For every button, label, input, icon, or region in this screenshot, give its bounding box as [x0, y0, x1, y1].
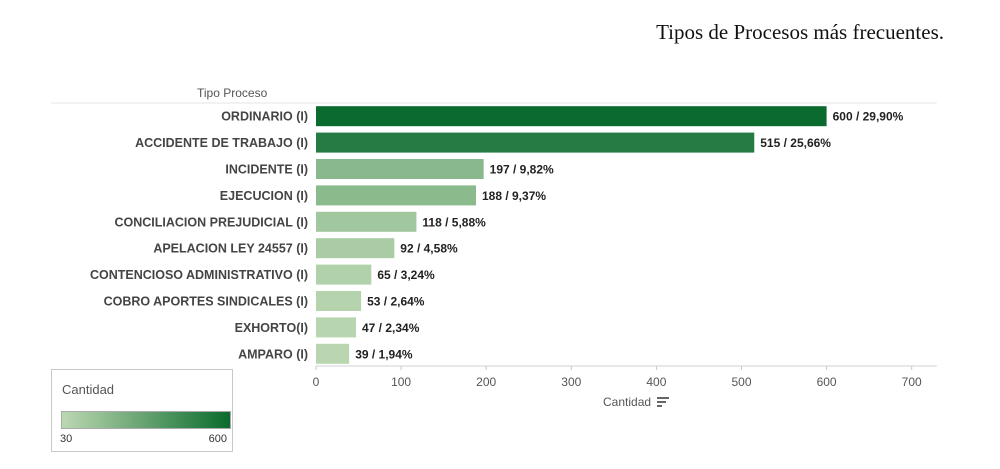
bar: [316, 238, 395, 259]
data-label: 47 / 2,34%: [362, 321, 420, 335]
bar: [316, 343, 350, 364]
data-label: 92 / 4,58%: [400, 242, 458, 256]
bar: [316, 106, 827, 127]
legend-max-label: 600: [208, 433, 227, 445]
legend-title: Cantidad: [62, 382, 115, 397]
data-label: 65 / 3,24%: [377, 268, 435, 282]
category-label: COBRO APORTES SINDICALES (I): [104, 295, 308, 309]
legend-min-label: 30: [60, 433, 73, 445]
data-label: 600 / 29,90%: [833, 110, 904, 124]
category-label: CONTENCIOSO ADMINISTRATIVO (I): [90, 268, 308, 282]
y-axis-header: Tipo Proceso: [197, 86, 268, 100]
x-tick-label: 300: [561, 375, 581, 389]
x-tick-label: 700: [902, 375, 922, 389]
category-label: CONCILIACION PREJUDICIAL (I): [114, 215, 308, 229]
data-label: 188 / 9,37%: [482, 189, 546, 203]
category-label: EXHORTO(I): [235, 321, 308, 335]
data-label: 515 / 25,66%: [760, 136, 831, 150]
data-label: 118 / 5,88%: [422, 215, 486, 229]
data-label: 53 / 2,64%: [367, 295, 425, 309]
x-axis-label: Cantidad: [603, 395, 652, 409]
category-label: ORDINARIO (I): [221, 110, 308, 124]
x-axis-title: Cantidad: [603, 395, 670, 409]
legend-gradient-bar: [61, 411, 231, 429]
x-tick-label: 600: [817, 375, 837, 389]
color-legend: Cantidad 30 600: [51, 369, 233, 452]
x-tick-label: 0: [313, 375, 320, 389]
category-label: ACCIDENTE DE TRABAJO (I): [135, 136, 308, 150]
sort-icon[interactable]: [657, 397, 670, 407]
data-label: 39 / 1,94%: [355, 347, 413, 361]
category-label: EJECUCION (I): [220, 189, 308, 203]
bar: [316, 264, 372, 285]
category-label: INCIDENTE (I): [225, 163, 308, 177]
bar: [316, 159, 484, 179]
bar: [316, 211, 417, 232]
bar: [316, 132, 755, 153]
x-tick-label: 200: [476, 375, 496, 389]
x-tick-label: 100: [391, 375, 411, 389]
bar: [316, 291, 362, 311]
bar: [316, 185, 476, 206]
x-tick-label: 500: [731, 375, 751, 389]
category-label: APELACION LEY 24557 (I): [153, 242, 308, 256]
bar: [316, 317, 356, 338]
data-label: 197 / 9,82%: [490, 163, 554, 177]
category-label: AMPARO (I): [238, 347, 308, 361]
page-title: Tipos de Procesos más frecuentes.: [656, 20, 944, 44]
x-tick-label: 400: [646, 375, 666, 389]
